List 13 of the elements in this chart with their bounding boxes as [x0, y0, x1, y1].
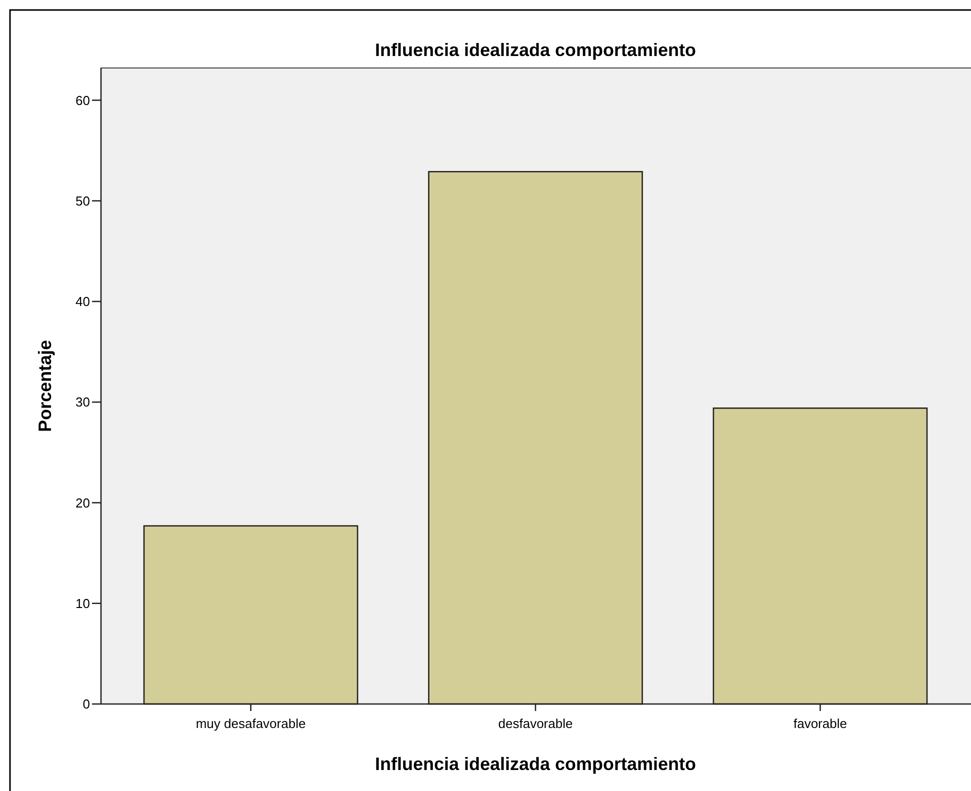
x-tick-label: muy desafavorable	[196, 716, 306, 731]
y-axis-title: Porcentaje	[35, 340, 55, 432]
x-tick-label: favorable	[793, 716, 847, 731]
y-tick-label: 60	[76, 92, 90, 108]
x-axis-title: Influencia idealizada comportamiento	[374, 754, 696, 774]
y-tick-label: 10	[76, 596, 90, 611]
chart-title: Influencia idealizada comportamiento	[374, 40, 696, 60]
y-tick-label: 50	[76, 193, 90, 208]
x-tick-label: desfavorable	[498, 716, 573, 731]
y-tick-label: 30	[76, 394, 90, 410]
y-tick-label: 0	[82, 696, 90, 712]
y-tick-label: 40	[76, 294, 90, 310]
y-tick-label: 20	[76, 495, 90, 510]
